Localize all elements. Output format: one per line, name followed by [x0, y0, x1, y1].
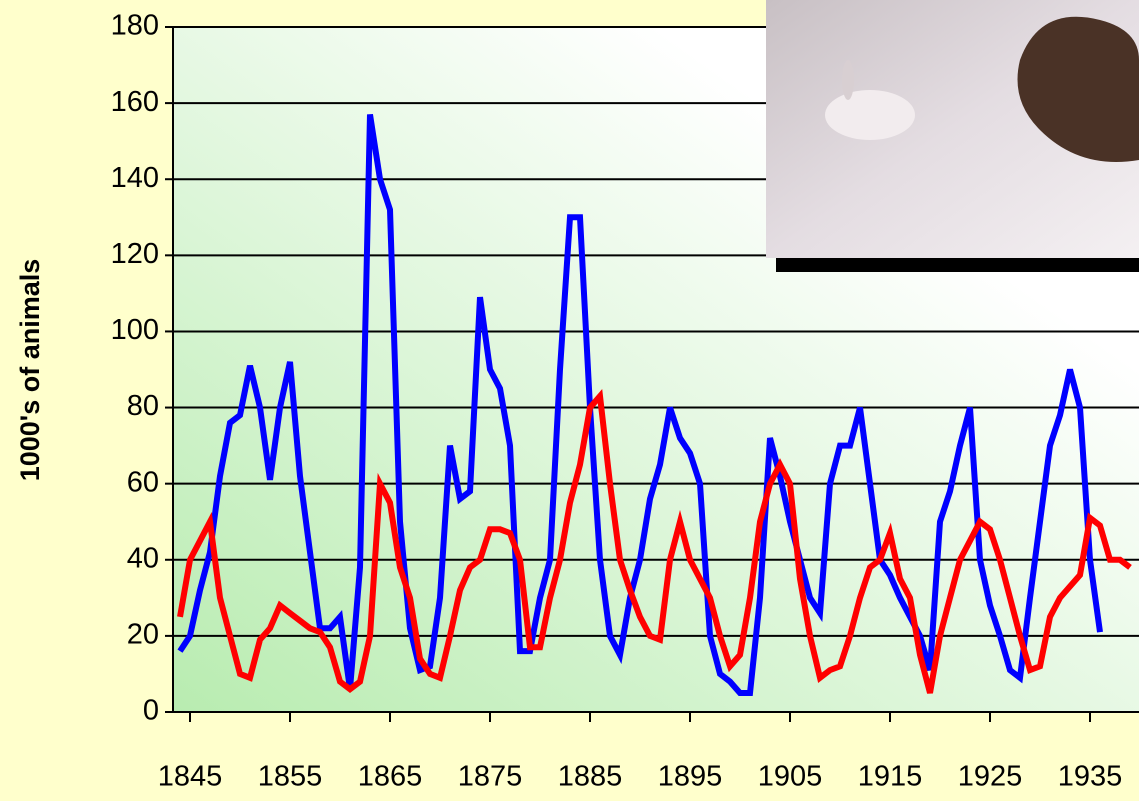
- x-tick-label: 1905: [758, 761, 823, 793]
- x-tick-label: 1895: [658, 761, 723, 793]
- x-tick-label: 1855: [258, 761, 323, 793]
- y-tick-label: 140: [111, 162, 159, 194]
- y-tick-label: 120: [111, 238, 159, 270]
- y-tick-label: 80: [127, 390, 159, 422]
- hare-ear: [842, 60, 854, 100]
- x-tick-label: 1925: [958, 761, 1023, 793]
- photo-inset: [766, 0, 1139, 272]
- y-tick-label: 60: [127, 466, 159, 498]
- x-tick-label: 1915: [858, 761, 923, 793]
- x-tick-label: 1935: [1058, 761, 1123, 793]
- y-tick-label: 180: [111, 10, 159, 42]
- y-tick-label: 0: [143, 695, 159, 727]
- y-axis-label: 1000's of animals: [15, 259, 45, 482]
- x-tick-label: 1845: [158, 761, 223, 793]
- hare: [825, 90, 915, 140]
- x-tick-label: 1885: [558, 761, 623, 793]
- y-tick-label: 20: [127, 619, 159, 651]
- y-tick-label: 160: [111, 86, 159, 118]
- y-tick-label: 40: [127, 542, 159, 574]
- chart: 1000's of animals 0 20 40 60 80 100 120 140 160 1…: [0, 0, 1139, 801]
- x-tick-label: 1865: [358, 761, 423, 793]
- y-tick-label: 100: [111, 314, 159, 346]
- page: {"chart_data": {"type": "line", "y_label…: [0, 0, 1139, 801]
- x-tick-label: 1875: [458, 761, 523, 793]
